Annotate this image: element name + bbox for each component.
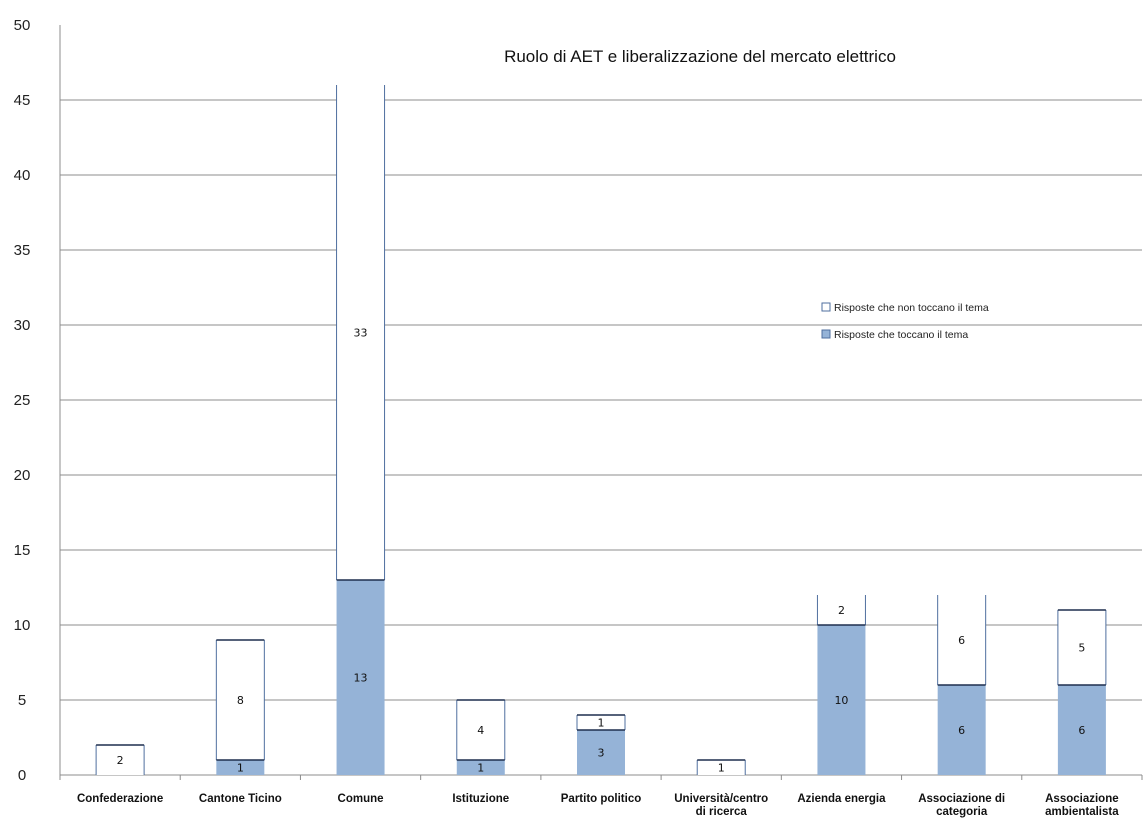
- x-tick-label: Istituzione: [452, 793, 509, 805]
- legend-label: Risposte che toccano il tema: [834, 329, 968, 341]
- data-label: 33: [354, 327, 368, 340]
- x-tick-label: Partito politico: [561, 793, 642, 805]
- data-label: 2: [838, 604, 845, 617]
- bar-segment-touching: [577, 730, 625, 775]
- x-tick-label: Università/centro: [674, 793, 768, 805]
- bar-segment-not-touching: [577, 715, 625, 730]
- x-tick-label: Azienda energia: [797, 793, 886, 805]
- bar-segment-not-touching: [937, 595, 986, 685]
- bar-segment-touching: [456, 760, 505, 775]
- y-tick-label: 30: [14, 317, 31, 334]
- y-tick-label: 5: [18, 692, 26, 709]
- bar-segment-touching: [817, 625, 866, 775]
- bar-segment-touching: [216, 760, 265, 775]
- x-tick-label: ambientalista: [1045, 806, 1119, 818]
- y-tick-label: 10: [14, 617, 31, 634]
- bar-segment-not-touching: [96, 745, 145, 775]
- bar-segment-not-touching: [456, 700, 505, 760]
- legend-swatch: [821, 302, 831, 312]
- data-label: 13: [354, 672, 368, 685]
- data-label: 10: [834, 694, 848, 707]
- data-label: 5: [1078, 642, 1085, 655]
- y-tick-label: 35: [14, 242, 31, 259]
- y-tick-label: 0: [18, 767, 26, 784]
- data-label: 8: [237, 694, 244, 707]
- y-tick-label: 50: [14, 17, 31, 34]
- data-label: 4: [477, 724, 484, 737]
- x-tick-label: Confederazione: [77, 793, 163, 805]
- bar-segment-touching: [1057, 685, 1106, 775]
- x-tick-label: categoria: [936, 806, 988, 818]
- y-tick-label: 40: [14, 167, 31, 184]
- y-tick-label: 45: [14, 92, 31, 109]
- bar-segment-touching: [937, 685, 986, 775]
- bar-segment-not-touching: [336, 85, 385, 580]
- bar-segment-not-touching: [697, 760, 746, 775]
- chart-title: Ruolo di AET e liberalizzazione del merc…: [504, 47, 896, 66]
- data-label: 1: [718, 762, 725, 775]
- bar-segment-not-touching: [216, 640, 265, 760]
- y-tick-label: 25: [14, 392, 31, 409]
- legend-swatch: [821, 329, 831, 339]
- y-tick-label: 15: [14, 542, 31, 559]
- bar-segment-not-touching: [1057, 610, 1106, 685]
- data-label: 6: [958, 724, 965, 737]
- data-label: 1: [477, 762, 484, 775]
- bar-segment-not-touching: [817, 595, 866, 625]
- data-label: 1: [237, 762, 244, 775]
- legend-label: Risposte che non toccano il tema: [834, 302, 989, 314]
- bar-segment-touching: [336, 580, 385, 775]
- x-tick-label: Cantone Ticino: [199, 793, 282, 805]
- y-tick-label: 20: [14, 467, 31, 484]
- data-label: 2: [117, 754, 124, 767]
- data-label: 6: [1078, 724, 1085, 737]
- data-label: 1: [598, 717, 605, 730]
- x-tick-label: Associazione: [1045, 793, 1119, 805]
- data-label: 6: [958, 634, 965, 647]
- x-tick-label: Comune: [338, 793, 384, 805]
- x-tick-label: di ricerca: [696, 806, 748, 818]
- data-label: 3: [598, 747, 605, 760]
- x-tick-label: Associazione di: [918, 793, 1005, 805]
